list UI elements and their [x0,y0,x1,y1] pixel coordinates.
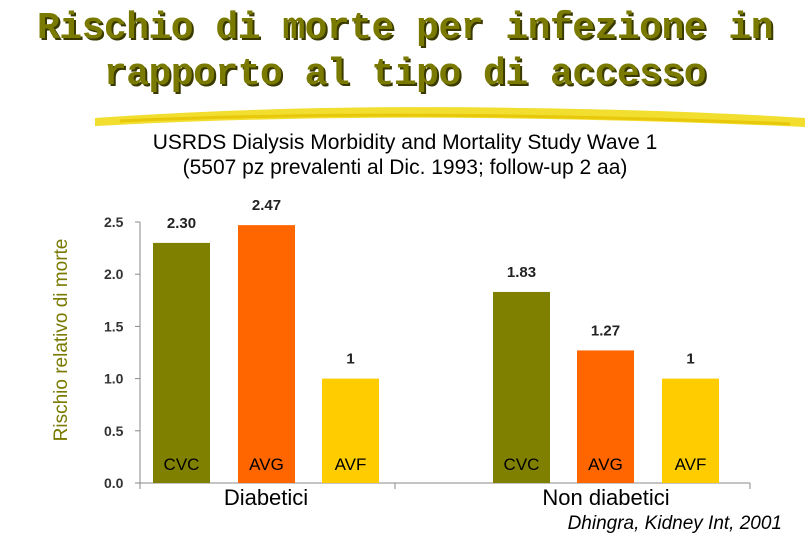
bar-category-label: CVC [164,455,200,474]
y-tick-label: 1.5 [104,318,124,334]
y-tick-label: 0.0 [104,475,124,491]
citation: Dhingra, Kidney Int, 2001 [567,513,782,534]
subtitle-line-1: USRDS Dialysis Morbidity and Mortality S… [152,131,658,154]
title-line-2: rapporto al tipo di accesso [103,53,707,96]
bar [493,291,550,483]
title-line-1: Rischio di morte per infezione in [36,7,774,50]
y-tick-label: 2.0 [104,266,124,282]
chart-title: Rischio di morte per infezione in rappor… [0,6,810,98]
plot-area: 0.0 0.5 1.0 1.5 2.0 2.5 2.30 CVC 2.47 AVG 1 AVF Diab… [104,197,751,510]
bar [322,378,379,483]
group-label: Diabetici [224,485,308,510]
bar-value-label: 2.30 [167,215,196,232]
group-label: Non diabetici [542,485,669,510]
bar [238,225,295,483]
bar [662,378,719,483]
bar-category-label: AVF [335,455,367,474]
bar-value-label: 1 [686,351,694,368]
y-tick-label: 0.5 [104,423,124,439]
bar [577,350,634,483]
bar-category-label: CVC [504,455,540,474]
bar-category-label: AVG [249,455,284,474]
bar-category-label: AVF [675,455,707,474]
bar-category-label: AVG [588,455,623,474]
bar-value-label: 1 [346,351,354,368]
bar [153,242,210,483]
subtitle-line-2: (5507 pz prevalenti al Dic. 1993; follow… [182,156,628,179]
title-underline-brush-stroke [119,113,791,126]
y-axis-label: Rischio relativo di morte [51,238,72,442]
title-underline-brush [95,107,805,127]
y-tick-label: 2.5 [104,214,124,230]
bar-value-label: 2.47 [252,197,281,214]
bar-value-label: 1.83 [507,264,536,281]
bar-value-label: 1.27 [591,322,620,339]
chart-subtitle: USRDS Dialysis Morbidity and Mortality S… [0,130,810,180]
y-tick-label: 1.0 [104,371,124,387]
